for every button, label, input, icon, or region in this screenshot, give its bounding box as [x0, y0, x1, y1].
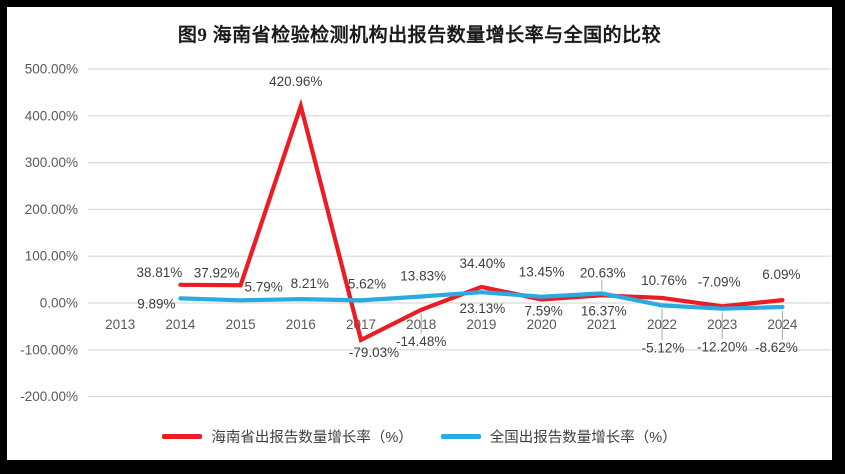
- chart-canvas: 图9 海南省检验检测机构出报告数量增长率与全国的比较 500.00% 400.00…: [7, 7, 832, 460]
- data-label-hainan-2017: -79.03%: [349, 345, 399, 360]
- chart-legend: 海南省出报告数量增长率（%） 全国出报告数量增长率（%）: [7, 426, 832, 447]
- data-label-national-2014: 9.89%: [137, 296, 175, 311]
- legend-item-national: 全国出报告数量增长率（%）: [440, 426, 677, 447]
- y-axis-tick-label: 200.00%: [25, 202, 78, 217]
- y-axis-tick-label: -100.00%: [20, 342, 78, 357]
- data-label-hainan-2022: 10.76%: [641, 273, 687, 288]
- chart-title: 图9 海南省检验检测机构出报告数量增长率与全国的比较: [177, 25, 662, 46]
- data-label-national-2024: -8.62%: [755, 340, 798, 355]
- x-axis-tick-label: 2015: [226, 317, 256, 332]
- legend-swatch-national: [440, 434, 481, 439]
- y-axis-tick-label: -200.00%: [20, 389, 78, 404]
- chart-plot-area: 500.00% 400.00% 300.00% 200.00% 100.00% 0.00%…: [20, 62, 831, 404]
- y-axis-tick-label: 0.00%: [40, 296, 78, 311]
- data-label-national-2015: 5.79%: [244, 279, 282, 294]
- x-axis-tick-label: 2019: [466, 317, 496, 332]
- x-axis-tick-label: 2013: [105, 317, 135, 332]
- y-axis-tick-label: 100.00%: [25, 249, 78, 264]
- x-axis-tick-label: 2016: [286, 317, 316, 332]
- series-line-hainan: [178, 98, 785, 344]
- x-axis-tick-label: 2021: [587, 317, 617, 332]
- x-axis-tick-label: 2014: [165, 317, 196, 332]
- data-label-hainan-2015: 37.92%: [194, 265, 240, 280]
- data-label-national-2022: -5.12%: [642, 340, 685, 355]
- data-label-hainan-2020: 7.59%: [524, 303, 562, 318]
- data-label-hainan-2014: 38.81%: [137, 265, 183, 280]
- series-line-national: [178, 290, 785, 311]
- data-label-national-2021: 20.63%: [580, 265, 626, 280]
- y-axis-tick-label: 400.00%: [25, 108, 78, 123]
- data-label-national-2016: 8.21%: [291, 276, 329, 291]
- y-axis-tick-label: 300.00%: [25, 155, 78, 170]
- data-label-hainan-2024: 6.09%: [762, 267, 800, 282]
- y-axis-tick-label: 500.00%: [25, 62, 78, 77]
- data-label-national-2017: 5.62%: [348, 276, 386, 291]
- x-axis-tick-label: 2017: [346, 317, 376, 332]
- data-label-national-2023: -12.20%: [697, 340, 747, 355]
- data-label-hainan-2018: -14.48%: [396, 334, 446, 349]
- data-label-hainan-2023: -7.09%: [698, 274, 741, 289]
- data-label-national-2020: 13.45%: [519, 265, 565, 280]
- data-label-hainan-2021: 16.37%: [581, 303, 627, 318]
- data-label-hainan-2019: 34.40%: [460, 256, 506, 271]
- legend-swatch-hainan: [162, 434, 203, 439]
- legend-item-hainan: 海南省出报告数量增长率（%）: [162, 426, 413, 447]
- x-axis-tick-label: 2020: [527, 317, 557, 332]
- legend-label-hainan: 海南省出报告数量增长率（%）: [211, 430, 413, 446]
- legend-label-national: 全国出报告数量增长率（%）: [489, 430, 677, 446]
- data-label-hainan-2016: 420.96%: [269, 74, 322, 89]
- data-label-national-2019: 23.13%: [460, 301, 506, 316]
- data-label-national-2018: 13.83%: [400, 269, 446, 284]
